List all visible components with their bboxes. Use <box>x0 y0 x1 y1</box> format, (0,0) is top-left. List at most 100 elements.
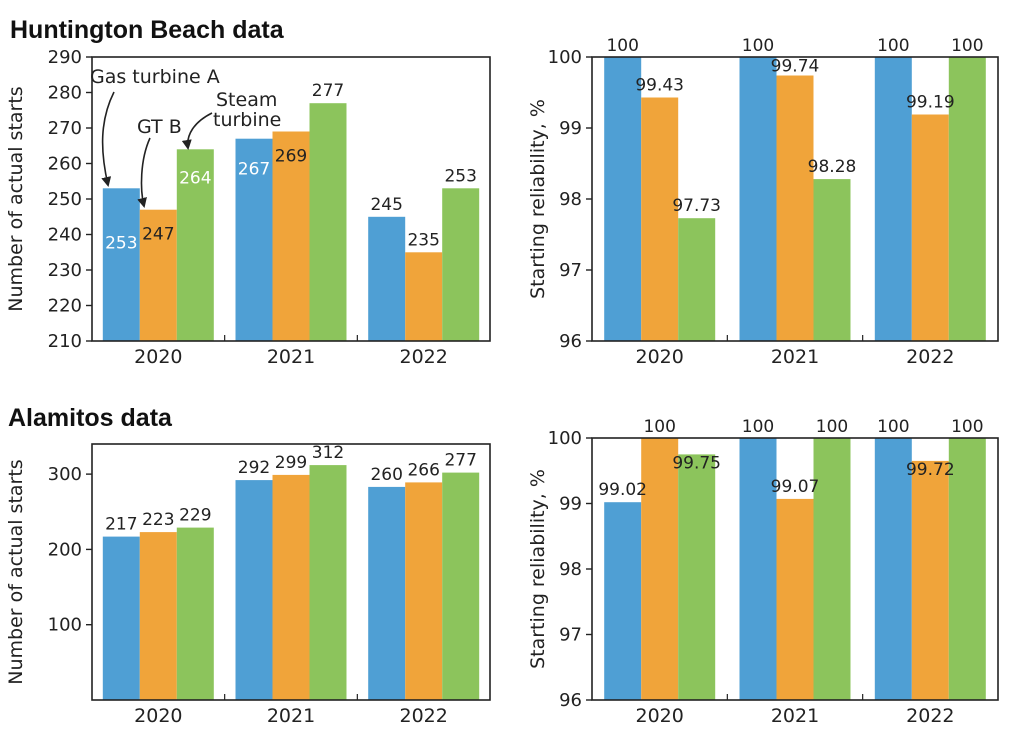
bar-huntington-starts-2022-steam-turbine <box>442 188 480 341</box>
bar-alamitos-starts-2020-steam-turbine <box>176 527 214 700</box>
ytick-label-huntington-starts-270: 270 <box>48 118 82 139</box>
xtick-label-huntington-reliability-2021: 2021 <box>771 346 819 368</box>
ytick-label-huntington-reliability-100: 100 <box>548 47 582 68</box>
arrow-gas-turbine-a <box>101 91 115 187</box>
bar-huntington-reliability-2022-steam-turbine <box>948 57 986 341</box>
ytick-label-huntington-starts-260: 260 <box>48 154 82 175</box>
huntington-reliability-chart: 96 97 98 99 100 2020 2021 2022 Starting reliabil… <box>527 36 999 368</box>
ytick-label-huntington-starts-220: 220 <box>48 296 82 317</box>
bar-alamitos-reliability-2021-gas-turbine-a <box>739 438 777 700</box>
data-label-alamitos-reliability-2021-steam-turbine: 100 <box>816 417 848 437</box>
ytick-label-alamitos-reliability-96: 96 <box>559 690 582 711</box>
annotation-gas-turbine-a: Gas turbine A <box>90 66 220 88</box>
data-label-alamitos-reliability-2020-gt-b: 100 <box>643 417 675 437</box>
bar-alamitos-starts-2022-gas-turbine-a <box>368 486 406 700</box>
bar-huntington-starts-2022-gt-b <box>405 252 443 342</box>
bar-alamitos-starts-2022-steam-turbine <box>442 472 480 700</box>
data-label-huntington-reliability-2022-gt-b: 99.19 <box>906 93 955 113</box>
data-label-alamitos-starts-2022-gt-b: 266 <box>407 460 439 480</box>
data-label-huntington-reliability-2022-steam-turbine: 100 <box>951 36 983 56</box>
alamitos-starts-chart: 100 200 300 2020 2021 2022 Number of actual st… <box>5 443 491 727</box>
bar-alamitos-reliability-2021-gt-b <box>776 498 814 700</box>
annotation-gt-b: GT B <box>137 116 182 138</box>
huntington-reliability-ylabel: Starting reliability, % <box>527 99 549 299</box>
bar-alamitos-reliability-2022-gt-b <box>911 460 949 700</box>
bar-alamitos-reliability-2020-gt-b <box>641 438 679 700</box>
data-label-huntington-reliability-2021-gt-b: 99.74 <box>771 56 820 76</box>
bar-huntington-starts-2021-gas-turbine-a <box>235 138 273 341</box>
xtick-label-alamitos-starts-2020: 2020 <box>134 705 182 727</box>
bar-huntington-reliability-2021-gas-turbine-a <box>739 57 777 341</box>
bar-huntington-reliability-2020-gt-b <box>641 97 679 341</box>
data-label-huntington-reliability-2020-gt-b: 99.43 <box>635 75 684 95</box>
huntington-starts-ylabel: Number of actual starts <box>5 86 27 311</box>
ytick-label-alamitos-reliability-100: 100 <box>548 428 582 449</box>
data-label-huntington-starts-2021-gt-b: 269 <box>275 147 307 167</box>
alamitos-reliability-chart: 96 97 98 99 100 2020 2021 2022 Starting reliabil… <box>527 417 999 727</box>
bar-huntington-starts-2021-gt-b <box>272 131 310 341</box>
data-label-huntington-starts-2020-gt-b: 247 <box>142 225 174 245</box>
data-label-alamitos-reliability-2021-gas-turbine-a: 100 <box>742 417 774 437</box>
alamitos-reliability-ylabel: Starting reliability, % <box>527 469 549 669</box>
data-label-huntington-reliability-2020-gas-turbine-a: 100 <box>606 36 638 56</box>
xtick-label-alamitos-starts-2022: 2022 <box>399 705 447 727</box>
xtick-label-alamitos-reliability-2021: 2021 <box>771 705 819 727</box>
data-label-alamitos-reliability-2021-gt-b: 99.07 <box>771 477 820 497</box>
annotation-steam-line2: turbine <box>213 109 281 131</box>
data-label-alamitos-starts-2020-steam-turbine: 229 <box>179 506 211 526</box>
ytick-label-alamitos-reliability-99: 99 <box>559 494 582 515</box>
data-label-alamitos-reliability-2020-steam-turbine: 99.75 <box>672 453 721 473</box>
bar-alamitos-starts-2020-gt-b <box>139 532 177 700</box>
ytick-label-alamitos-starts-200: 200 <box>48 539 82 560</box>
bar-alamitos-reliability-2022-gas-turbine-a <box>874 438 912 700</box>
xtick-label-huntington-starts-2021: 2021 <box>267 346 315 368</box>
ytick-label-alamitos-starts-300: 300 <box>48 464 82 485</box>
data-label-alamitos-reliability-2022-gt-b: 99.72 <box>906 460 955 480</box>
data-label-alamitos-starts-2021-gt-b: 299 <box>275 453 307 473</box>
data-label-huntington-reliability-2020-steam-turbine: 97.73 <box>672 196 721 216</box>
ytick-label-huntington-reliability-97: 97 <box>559 260 582 281</box>
data-label-huntington-reliability-2021-steam-turbine: 98.28 <box>808 157 857 177</box>
xtick-label-huntington-reliability-2020: 2020 <box>635 346 683 368</box>
ytick-label-huntington-starts-290: 290 <box>48 47 82 68</box>
bar-huntington-starts-2021-steam-turbine <box>309 103 347 341</box>
bar-alamitos-reliability-2021-steam-turbine <box>813 438 851 700</box>
bar-alamitos-starts-2020-gas-turbine-a <box>102 536 140 700</box>
bar-alamitos-reliability-2020-steam-turbine <box>678 454 716 700</box>
data-label-huntington-starts-2022-steam-turbine: 253 <box>444 166 476 186</box>
data-label-alamitos-starts-2022-gas-turbine-a: 260 <box>370 465 402 485</box>
bar-huntington-starts-2020-gt-b <box>139 209 177 341</box>
data-label-huntington-starts-2022-gas-turbine-a: 245 <box>370 195 402 215</box>
bar-huntington-reliability-2021-steam-turbine <box>813 179 851 341</box>
data-label-alamitos-starts-2020-gt-b: 223 <box>142 510 174 530</box>
ytick-label-alamitos-starts-100: 100 <box>48 615 82 636</box>
ytick-label-alamitos-reliability-97: 97 <box>559 625 582 646</box>
bar-huntington-starts-2020-steam-turbine <box>176 149 214 341</box>
ytick-label-huntington-starts-250: 250 <box>48 189 82 210</box>
data-label-huntington-reliability-2021-gas-turbine-a: 100 <box>742 36 774 56</box>
data-label-alamitos-starts-2021-steam-turbine: 312 <box>312 443 344 463</box>
data-label-alamitos-reliability-2020-gas-turbine-a: 99.02 <box>598 480 647 500</box>
ytick-label-alamitos-reliability-98: 98 <box>559 559 582 580</box>
data-label-huntington-starts-2022-gt-b: 235 <box>407 230 439 250</box>
alamitos-title: Alamitos data <box>8 404 173 432</box>
arrow-steam-turbine <box>181 112 213 150</box>
bar-alamitos-starts-2021-gas-turbine-a <box>235 480 273 700</box>
data-label-huntington-starts-2021-steam-turbine: 277 <box>312 81 344 101</box>
bar-alamitos-reliability-2022-steam-turbine <box>948 438 986 700</box>
data-label-alamitos-reliability-2022-gas-turbine-a: 100 <box>877 417 909 437</box>
bar-huntington-starts-2020-gas-turbine-a <box>102 188 140 341</box>
bar-alamitos-starts-2022-gt-b <box>405 482 443 700</box>
ytick-label-huntington-reliability-98: 98 <box>559 189 582 210</box>
data-label-alamitos-starts-2020-gas-turbine-a: 217 <box>105 515 137 535</box>
data-label-huntington-starts-2021-gas-turbine-a: 267 <box>238 160 270 180</box>
ytick-label-huntington-starts-210: 210 <box>48 331 82 352</box>
alamitos-starts-ylabel: Number of actual starts <box>5 459 27 684</box>
ytick-label-huntington-reliability-96: 96 <box>559 331 582 352</box>
data-label-huntington-starts-2020-steam-turbine: 264 <box>179 168 211 188</box>
xtick-label-alamitos-reliability-2022: 2022 <box>906 705 954 727</box>
bar-alamitos-starts-2021-gt-b <box>272 474 310 700</box>
data-label-huntington-reliability-2022-gas-turbine-a: 100 <box>877 36 909 56</box>
xtick-label-huntington-reliability-2022: 2022 <box>906 346 954 368</box>
